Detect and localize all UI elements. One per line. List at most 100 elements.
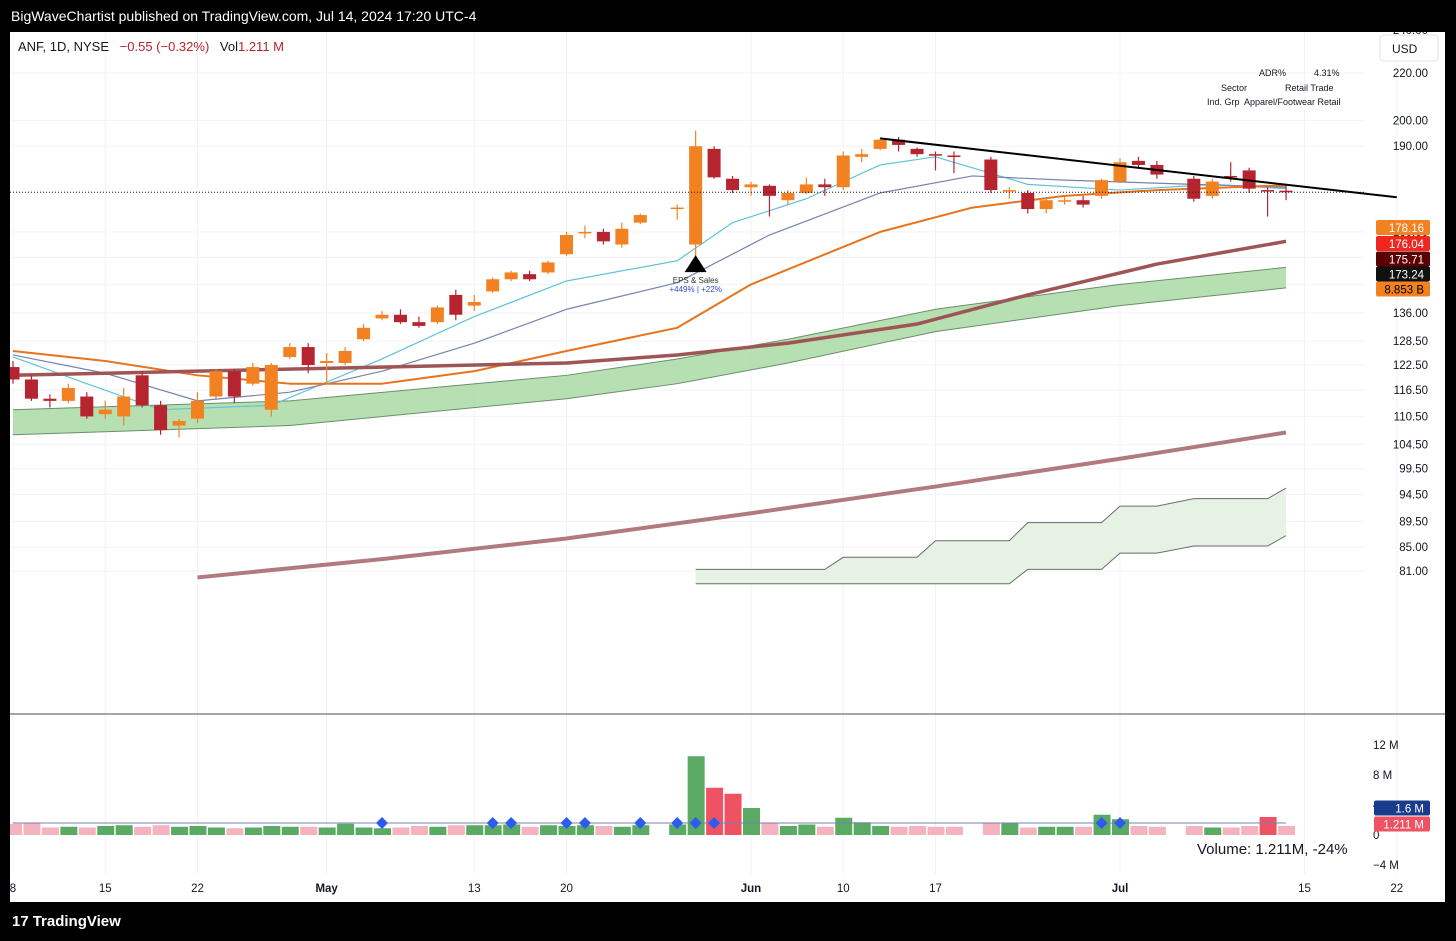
sector-label: Sector (1221, 83, 1247, 93)
candle (560, 231, 573, 256)
green-band-lower (12, 287, 1287, 436)
volume-bar (392, 827, 410, 835)
svg-text:175.71: 175.71 (1389, 255, 1424, 267)
ma-sma-slate (12, 175, 1287, 402)
tradingview-brand[interactable]: 17 TradingView (12, 913, 121, 930)
svg-text:173.24: 173.24 (1389, 270, 1425, 282)
chart-panel: EPS & Sales+449% | +22% 240.00220.00200.… (5, 25, 1445, 902)
legend-symbol: ANF, 1D, NYSE (18, 39, 109, 54)
price-tag: 175.71 (1376, 251, 1430, 267)
volume-bar (724, 793, 742, 835)
footer-bar: 17 TradingView (0, 902, 1456, 941)
candle (209, 369, 223, 399)
time-tick-label: 17 (929, 883, 942, 895)
candle (1131, 156, 1145, 168)
candle (467, 294, 481, 312)
price-tick-label: 122.50 (1393, 360, 1428, 372)
candle (486, 277, 500, 294)
volume-tick-label: −4 M (1373, 860, 1399, 872)
price-tag: 173.24 (1376, 266, 1430, 282)
volume-bar (816, 826, 834, 835)
currency-button[interactable]: USD (1379, 34, 1439, 62)
price-tick-label: 220.00 (1393, 68, 1428, 80)
volume-bar (669, 824, 687, 835)
resistance-trendline[interactable] (880, 137, 1397, 199)
volume-bar (779, 826, 797, 835)
volume-bar (318, 827, 336, 835)
price-tick-label: 136.00 (1393, 308, 1428, 320)
time-tick-label: 15 (99, 883, 112, 895)
time-tick-label: Jul (1112, 883, 1129, 895)
signal-diamond-icon (376, 817, 388, 829)
time-tick-label: 15 (1298, 883, 1311, 895)
volume-bar (761, 823, 779, 835)
candle (799, 177, 813, 195)
time-tick-label: May (315, 883, 338, 895)
chart-svg[interactable]: EPS & Sales+449% | +22% 240.00220.00200.… (5, 25, 1445, 902)
brand-label: TradingView (32, 913, 121, 930)
candle (1187, 175, 1201, 202)
svg-text:176.04: 176.04 (1389, 239, 1425, 251)
volume-bar (226, 828, 244, 835)
legend-vol-value: 1.211 M (238, 39, 284, 54)
sector-value: Retail Trade (1285, 83, 1334, 93)
volume-bar (115, 825, 133, 835)
signal-diamond-icon (578, 817, 591, 829)
volume-bar (1056, 826, 1074, 835)
price-tag: 8.853 B (1376, 281, 1430, 297)
volume-bar (355, 827, 373, 835)
tradingview-logo-icon: 17 (12, 913, 29, 930)
candle (1002, 187, 1016, 199)
volume-bar (853, 822, 871, 835)
volume-bar (1185, 826, 1203, 835)
time-tick-label: 20 (560, 883, 573, 895)
candle (818, 178, 832, 196)
volume-bar (521, 826, 539, 835)
price-axis[interactable]: 240.00220.00200.00190.00160.00152.00144.… (1393, 25, 1428, 578)
volume-bar (189, 826, 207, 835)
publish-bar: BigWaveChartist published on TradingView… (0, 0, 1456, 32)
signal-diamond-icon (560, 817, 573, 829)
adr-value: 4.31% (1314, 68, 1340, 78)
svg-text:8.853 B: 8.853 B (1384, 285, 1424, 297)
volume-bar (1148, 826, 1166, 835)
candle (1076, 195, 1090, 208)
volume-bar (632, 825, 650, 835)
candle (1113, 158, 1127, 183)
volume-bar (576, 825, 594, 835)
earnings-title: EPS & Sales (673, 276, 719, 285)
group-label: Ind. Grp (1207, 97, 1240, 107)
candle (1039, 198, 1053, 214)
candle (633, 213, 647, 225)
volume-bar (97, 826, 115, 835)
price-tick-label: 104.50 (1393, 439, 1428, 451)
earnings-values: +449% | +22% (669, 285, 721, 294)
candle (855, 148, 869, 163)
currency-label: USD (1392, 42, 1418, 56)
candle (246, 363, 260, 386)
candle (726, 175, 740, 193)
time-axis[interactable]: 8 15 22 May 13 20 Jun 10 17 Jul 15 22 (10, 883, 1403, 895)
candle (836, 151, 850, 191)
info-table: ADR% 4.31% Sector Retail Trade Ind. Grp … (1207, 68, 1341, 107)
price-tick-label: 110.50 (1394, 411, 1428, 423)
volume-bar (152, 825, 170, 835)
signal-diamond-icon (708, 817, 721, 829)
group-value: Apparel/Footwear Retail (1244, 97, 1341, 107)
volume-bar (300, 826, 318, 835)
candle (283, 343, 297, 359)
earnings-triangle-icon[interactable] (684, 255, 707, 273)
light-band-upper (695, 487, 1287, 570)
volume-bar (1278, 825, 1296, 835)
candle (541, 260, 555, 275)
volume-bar (60, 826, 78, 835)
candle (707, 146, 721, 179)
candle (1205, 178, 1219, 199)
volume-bar (207, 827, 225, 835)
legend-vol-label: Vol (220, 39, 238, 54)
adr-label: ADR% (1259, 68, 1286, 78)
signal-diamond-icon (634, 817, 647, 829)
ma-ema-fast (12, 156, 1287, 411)
price-tick-label: 116.50 (1394, 385, 1428, 397)
candle (191, 392, 204, 424)
